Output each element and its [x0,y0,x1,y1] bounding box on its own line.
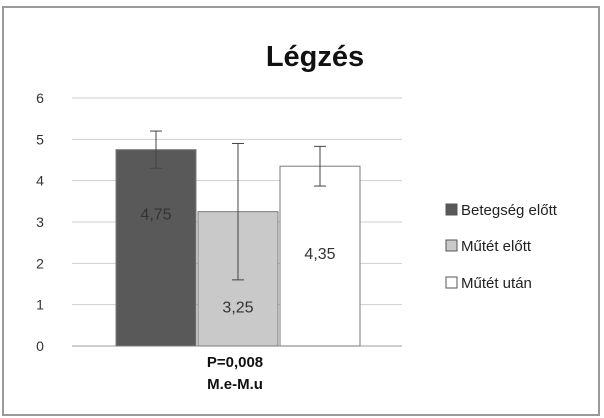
y-tick-label: 2 [36,255,44,271]
legend-swatch [445,239,458,252]
y-tick-label: 5 [36,131,44,147]
data-label: 4,35 [304,246,335,263]
y-axis-ticks: 0 1 2 3 4 5 6 [36,90,44,354]
legend-label: Betegség előtt [461,202,558,219]
bar [115,149,197,347]
data-label: 4,75 [140,207,171,224]
chart-title: Légzés [266,41,364,73]
p-value-annotation: P=0,008 [207,354,263,371]
y-tick-label: 0 [36,338,44,354]
bar [279,165,361,347]
data-label: 3,25 [222,300,253,317]
y-tick-label: 3 [36,214,44,230]
data-labels: 4,75 3,25 4,35 [140,207,335,317]
legend: Betegség előtt Műtét előtt Műtét után [445,202,558,292]
y-tick-label: 6 [36,90,44,106]
y-tick-label: 4 [36,173,44,189]
comparison-annotation: M.e-M.u [207,376,263,393]
legend-swatch [445,203,458,216]
legend-label: Műtét előtt [461,238,532,255]
legend-swatch [445,276,458,289]
y-tick-label: 1 [36,297,44,313]
legend-label: Műtét után [461,275,532,292]
bars [115,149,361,347]
error-bars [150,130,326,281]
